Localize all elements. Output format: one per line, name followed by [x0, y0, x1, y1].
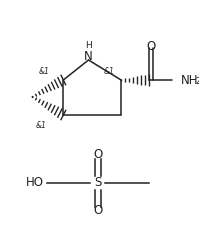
- Text: O: O: [93, 148, 102, 161]
- Text: N: N: [84, 51, 93, 64]
- Text: O: O: [146, 40, 156, 52]
- Text: S: S: [94, 177, 101, 189]
- Text: O: O: [93, 205, 102, 217]
- Text: &1: &1: [36, 120, 46, 130]
- Text: 2: 2: [196, 78, 199, 86]
- Text: &1: &1: [103, 68, 114, 76]
- Text: NH: NH: [181, 73, 198, 86]
- Text: &1: &1: [38, 68, 49, 76]
- Text: H: H: [85, 41, 92, 51]
- Text: HO: HO: [26, 177, 44, 189]
